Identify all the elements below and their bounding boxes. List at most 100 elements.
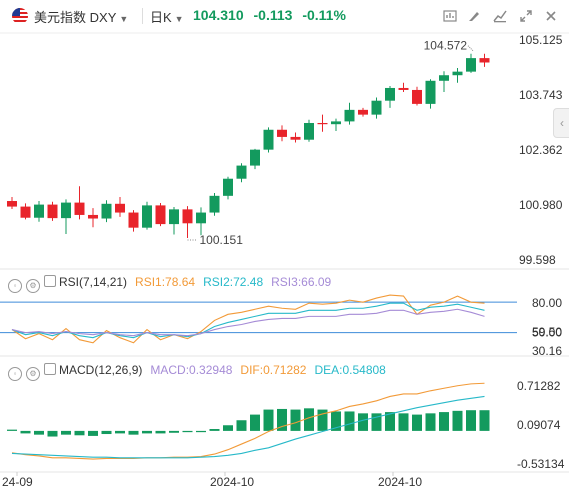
macd-histogram-bar [263, 409, 274, 431]
chart-type-icon[interactable] [442, 9, 458, 23]
candle-body [290, 136, 301, 140]
settings-icon[interactable]: ⚙ [26, 279, 40, 293]
macd-histogram-bar [155, 430, 166, 434]
us-flag-icon [12, 8, 28, 24]
instrument-name: 美元指数 [34, 10, 87, 25]
macd-histogram-bar [358, 413, 368, 431]
macd-histogram-bar [452, 410, 463, 431]
macd-histogram-bar [34, 430, 44, 435]
price-change-percent: -0.11% [302, 7, 346, 23]
chevron-down-icon: ▼ [119, 14, 129, 24]
price-change: -0.113 [253, 7, 293, 23]
macd-histogram-bar [412, 414, 422, 431]
candle-body [155, 205, 166, 225]
rsi-series-line [11, 302, 485, 339]
dea-value: DEA:0.54808 [314, 363, 386, 377]
candle-body [115, 203, 125, 213]
rsi1-value: RSI1:78.64 [135, 275, 196, 289]
candle-body [344, 109, 355, 122]
candle-body [358, 109, 368, 115]
top-toolbar: 美元指数 DXY ▼ 日K ▼ 104.310 -0.113 -0.11% [0, 0, 569, 32]
timeframe-label: 日K [150, 10, 172, 25]
macd-histogram-bar [385, 412, 395, 431]
chevron-down-icon: ▼ [174, 14, 184, 24]
fullscreen-icon[interactable] [518, 9, 534, 23]
price-readout: 104.310 -0.113 -0.11% [193, 7, 346, 23]
high-leader [467, 45, 474, 52]
candle-body [88, 214, 98, 219]
price-axis-tick: 100.980 [519, 198, 563, 212]
price-axis-tick: 102.362 [519, 143, 563, 157]
x-axis-tick: 24-09 [2, 475, 33, 489]
price-axis-tick: 99.598 [519, 253, 556, 267]
candle-body [20, 206, 31, 218]
macd-histogram-bar [7, 429, 17, 431]
candle-body [304, 122, 314, 140]
rsi-axis-tick: 50.00 [532, 326, 562, 340]
macd-histogram-bar [101, 430, 112, 435]
low-annotation: 100.151 [200, 233, 244, 247]
indicator-icon[interactable] [492, 9, 508, 23]
rsi-axis-tick: 80.00 [532, 296, 562, 310]
collapse-icon[interactable]: ‹ [553, 108, 569, 138]
macd-histogram-bar [425, 413, 436, 431]
rsi2-value: RSI2:72.48 [203, 275, 264, 289]
candle-body [439, 75, 449, 81]
rsi-legend: ◦ ⚙ RSI(7,14,21) RSI1:78.64 RSI2:72.48 RSI3:6… [8, 275, 331, 293]
macd-histogram-bar [236, 420, 247, 431]
candle-body [466, 58, 476, 72]
candle-body [169, 209, 179, 225]
macd-value: MACD:0.32948 [150, 363, 233, 377]
candle-body [142, 205, 152, 228]
candle-body [331, 121, 341, 125]
close-icon[interactable] [543, 9, 559, 23]
candle-body [223, 178, 233, 196]
macd-histogram-bar [331, 411, 341, 431]
rsi-series-line [11, 294, 485, 344]
macd-histogram-bar [479, 410, 490, 431]
candle-body [452, 71, 463, 76]
macd-histogram-bar [439, 412, 449, 431]
macd-histogram-bar [223, 425, 233, 431]
timeframe-selector[interactable]: 日K ▼ [150, 7, 184, 26]
candle-body [479, 58, 490, 63]
macd-histogram-bar [250, 414, 260, 431]
candle-body [398, 87, 409, 90]
candle-body [182, 209, 193, 224]
indicator-toggle-icon[interactable] [44, 363, 56, 375]
macd-histogram-bar [209, 429, 220, 431]
macd-series-line [11, 395, 485, 459]
macd-histogram-bar [466, 410, 476, 431]
macd-series-line [11, 382, 485, 460]
candle-body [385, 87, 395, 101]
macd-histogram-bar [317, 409, 328, 431]
candle-body [263, 129, 274, 150]
indicator-toggle-icon[interactable] [44, 275, 56, 287]
macd-histogram-bar [371, 413, 382, 431]
rsi-name: RSI(7,14,21) [59, 275, 128, 289]
high-annotation: 104.572 [424, 39, 468, 53]
macd-histogram-bar [142, 430, 152, 434]
candle-body [7, 201, 17, 207]
settings-icon[interactable]: ⚙ [26, 367, 40, 381]
rsi-series-line [11, 308, 485, 337]
candle-body [236, 165, 247, 179]
x-axis-tick: 2024-10 [378, 475, 422, 489]
macd-histogram-bar [115, 430, 125, 434]
candle-body [196, 212, 206, 224]
eye-icon[interactable]: ◦ [8, 279, 22, 293]
macd-axis-tick: 0.09074 [517, 418, 561, 432]
dif-value: DIF:0.71282 [240, 363, 307, 377]
macd-histogram-bar [344, 411, 355, 431]
last-price: 104.310 [193, 7, 244, 23]
candle-body [74, 202, 85, 215]
macd-histogram-bar [20, 430, 31, 434]
candle-body [47, 204, 58, 219]
draw-icon[interactable] [466, 9, 482, 23]
eye-icon[interactable]: ◦ [8, 367, 22, 381]
instrument-selector[interactable]: 美元指数 DXY ▼ [34, 7, 128, 26]
candle-body [412, 89, 422, 104]
macd-histogram-bar [398, 413, 409, 431]
macd-axis-tick: 0.71282 [517, 379, 561, 393]
